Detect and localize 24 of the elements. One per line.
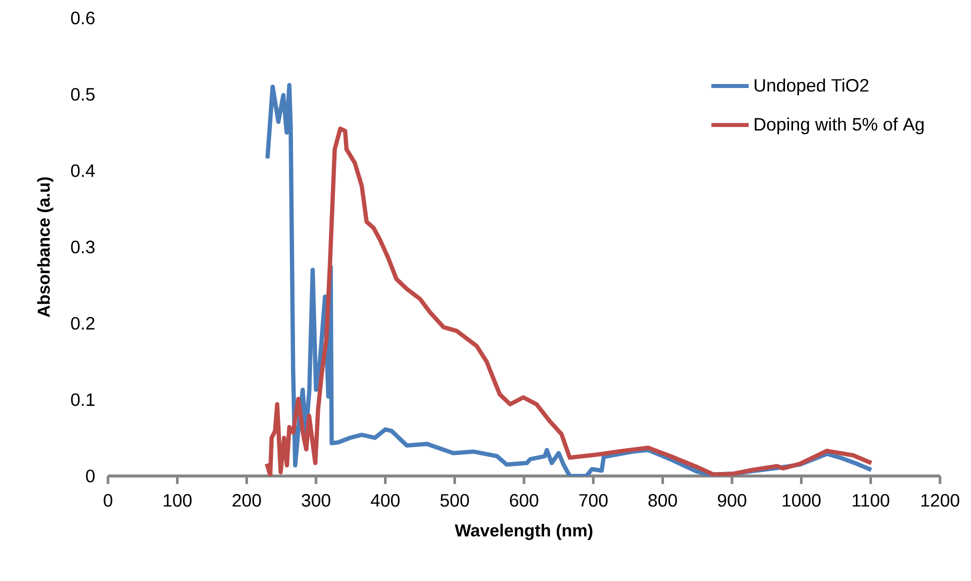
x-tick-label: 1200: [921, 494, 960, 507]
x-tick-label: 400: [370, 494, 400, 507]
x-tick-label: 300: [302, 494, 330, 507]
y-tick-label: 0.5: [71, 88, 95, 101]
y-axis-title: Absorbance (a.u): [37, 177, 54, 318]
x-tick-label: 1000: [782, 494, 821, 507]
x-tick-label: 1100: [852, 494, 890, 507]
x-tick-label: 0: [104, 494, 112, 507]
x-tick-label: 800: [648, 494, 677, 507]
x-tick-label: 100: [164, 494, 192, 507]
y-tick-label: 0.6: [71, 12, 95, 24]
y-tick-label: 0.2: [71, 316, 94, 330]
y-tick-label: 0.3: [71, 240, 95, 254]
legend-label: Doping with 5% of Ag: [754, 117, 924, 134]
y-tick-label: 0.4: [71, 164, 95, 178]
y-tick-label: 0.1: [71, 393, 94, 406]
x-tick-label: 700: [579, 494, 608, 507]
x-tick-label: 200: [232, 494, 261, 507]
x-tick-label: 900: [718, 494, 746, 507]
x-tick-label: 500: [440, 494, 469, 507]
legend-label: Undoped TiO2: [754, 78, 868, 96]
x-axis-title: Wavelength (nm): [454, 524, 592, 540]
x-tick-label: 600: [510, 494, 538, 507]
y-tick-label: 0: [86, 470, 95, 482]
